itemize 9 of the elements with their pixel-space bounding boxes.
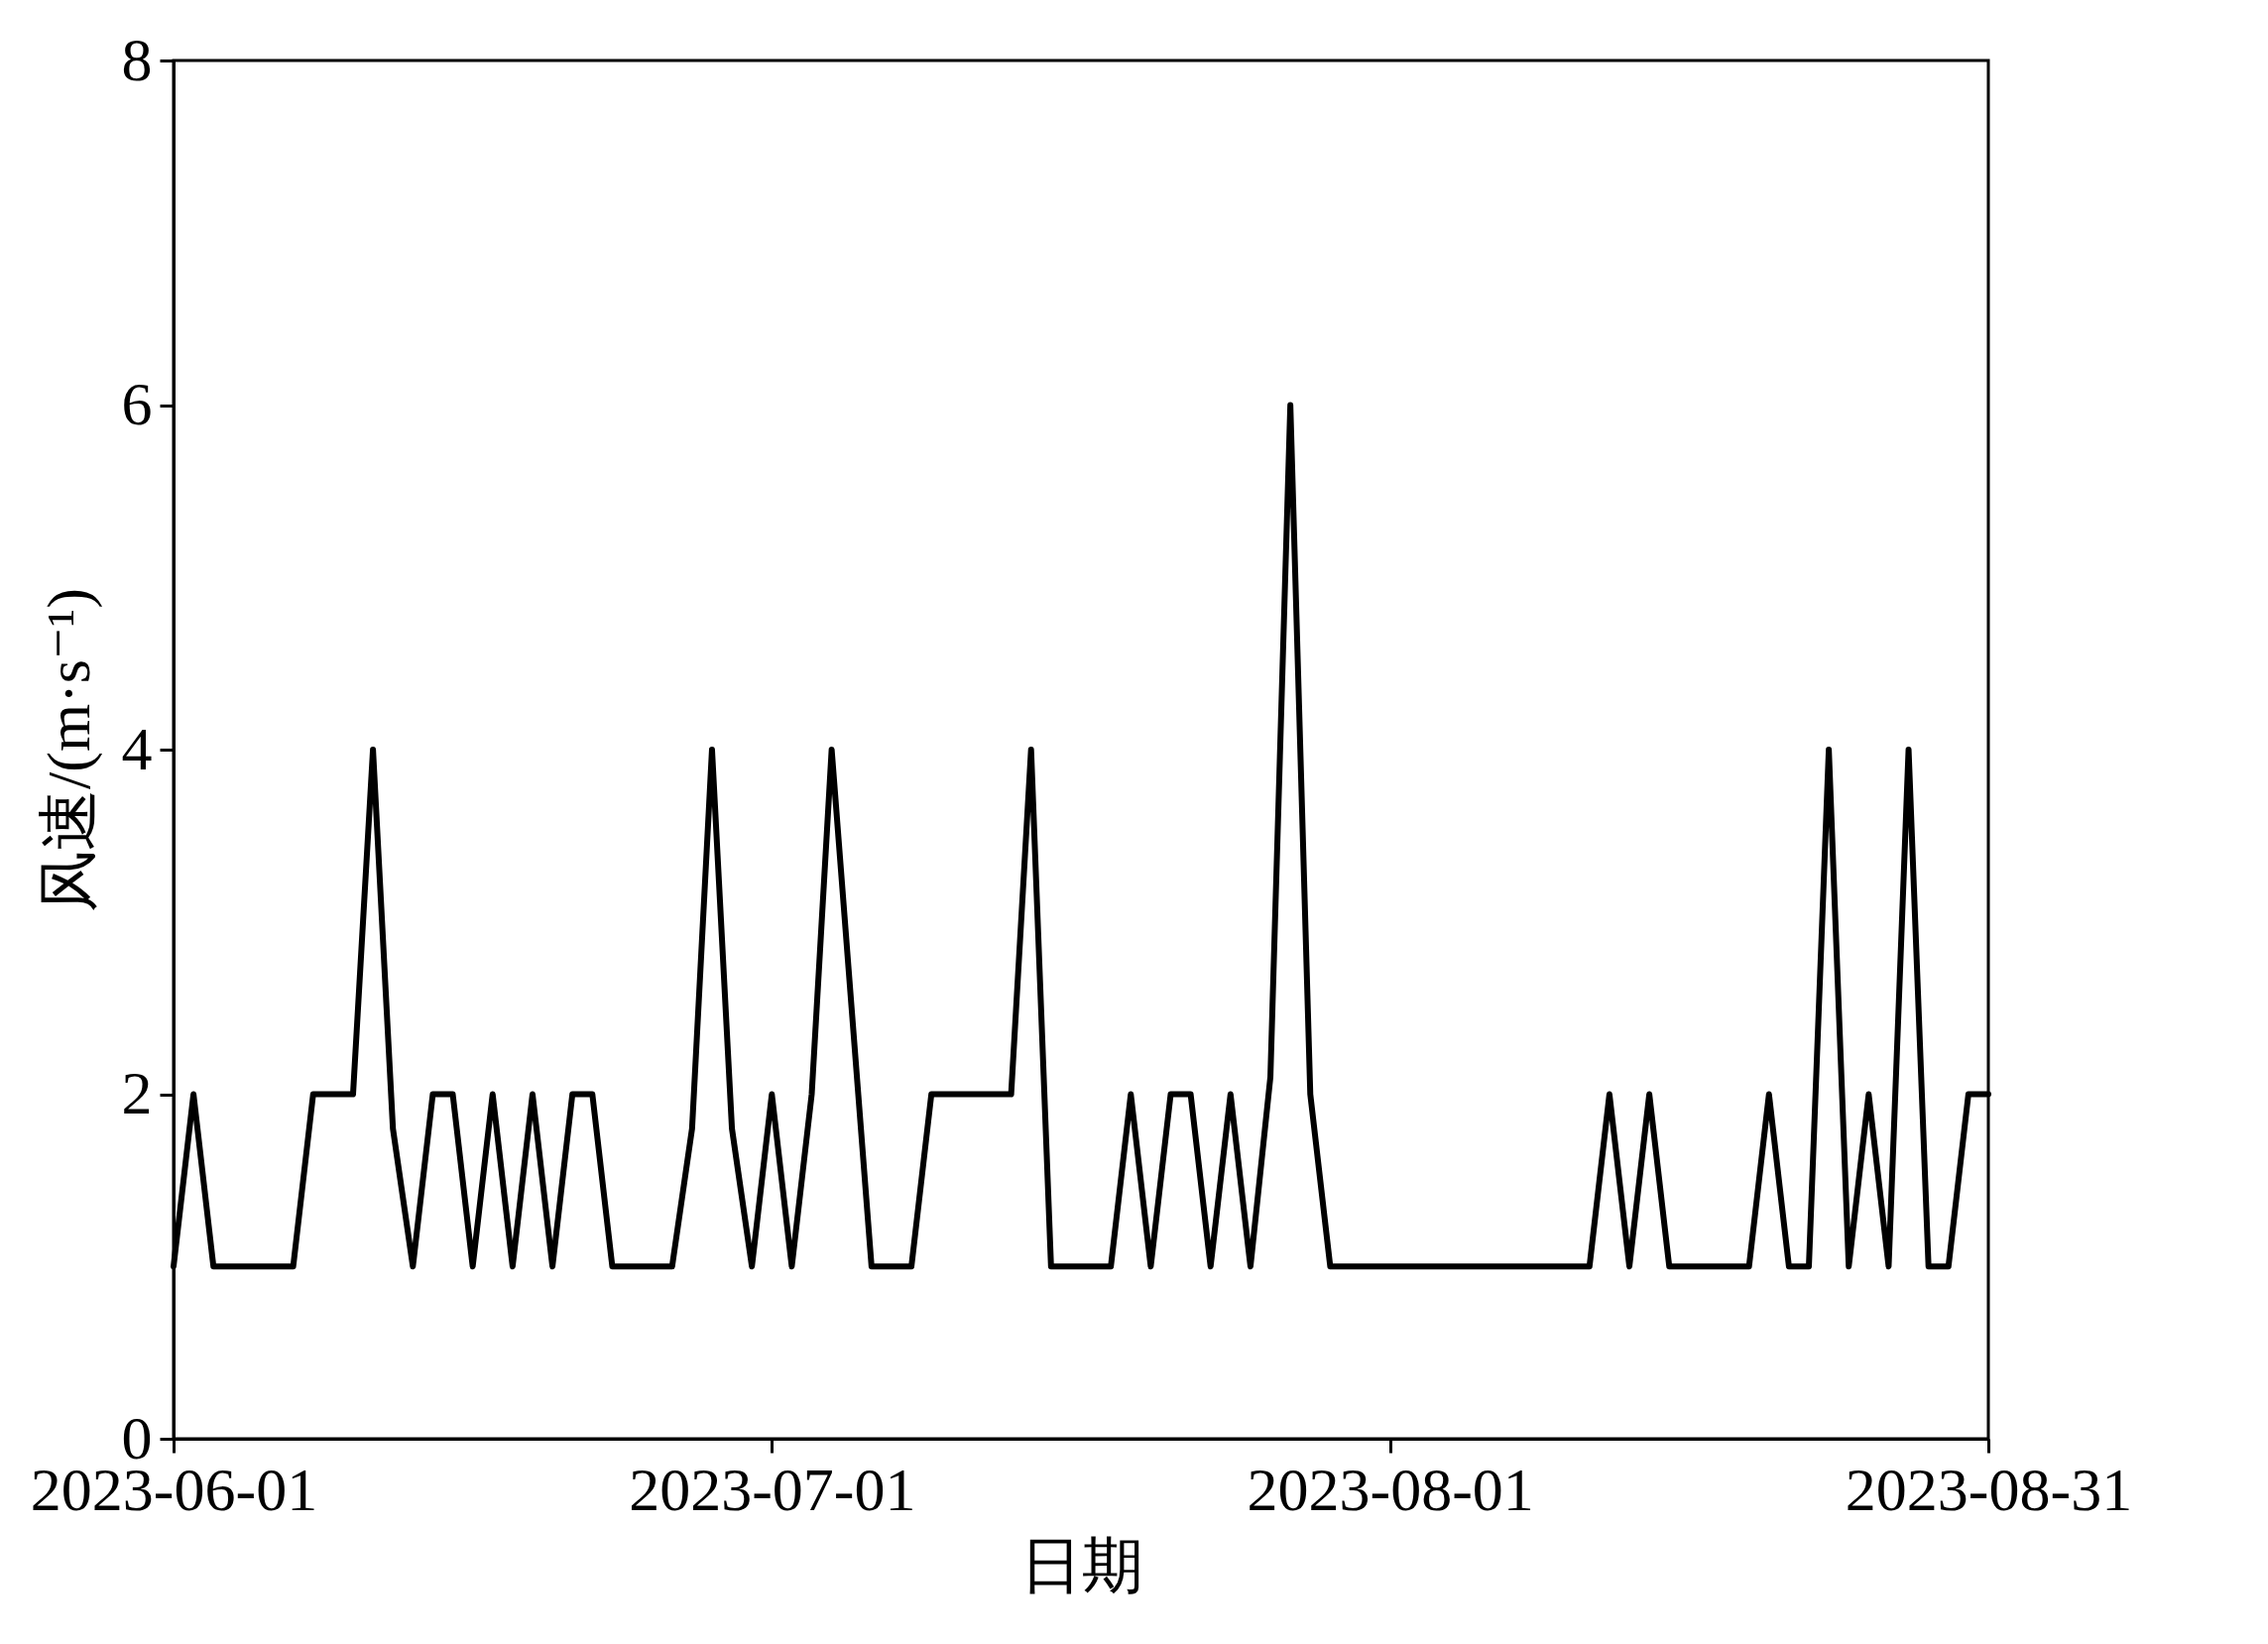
y-tick-label: 8 xyxy=(121,25,153,93)
y-tick-label: 4 xyxy=(121,714,153,782)
y-tick-label: 2 xyxy=(121,1059,153,1126)
x-tick-label: 2023-08-01 xyxy=(1247,1455,1534,1523)
x-axis-title: 日期 xyxy=(1019,1531,1143,1599)
y-tick-label: 6 xyxy=(121,370,153,437)
x-tick-label: 2023-08-31 xyxy=(1845,1455,2133,1523)
x-tick-label: 2023-07-01 xyxy=(629,1455,916,1523)
y-axis-title: 风速/(m·s⁻¹) xyxy=(34,588,103,912)
